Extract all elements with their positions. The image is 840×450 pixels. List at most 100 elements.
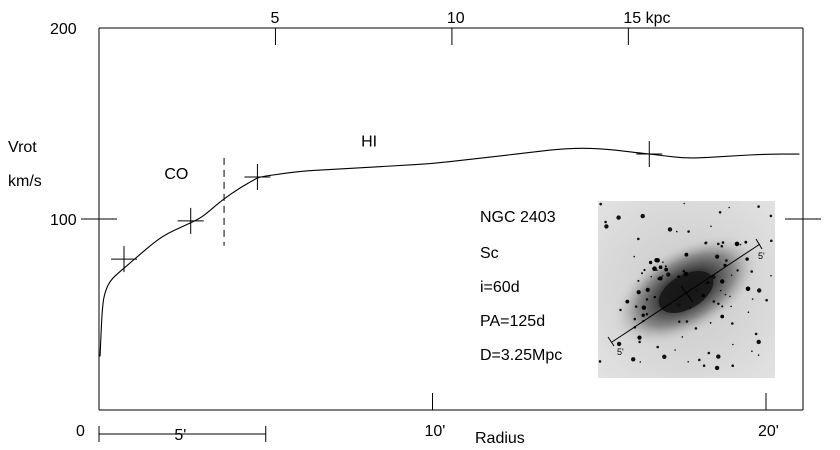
y-tick-label-0: 0 <box>76 423 85 440</box>
field-star <box>769 214 773 218</box>
bottom-tick-label-20: 20' <box>758 423 779 440</box>
bottom-tick-label-10: 10' <box>425 423 446 440</box>
field-star <box>754 332 758 336</box>
scale-bar-label: 5' <box>174 427 186 444</box>
galaxy-field-stars <box>598 202 773 371</box>
hii-region <box>734 241 740 247</box>
field-star <box>604 224 609 229</box>
galaxy-info: NGC 2403 Sc i=60d PA=125d D=3.25Mpc <box>480 209 562 364</box>
y-tick-label-200: 200 <box>50 21 77 38</box>
field-star <box>710 225 712 228</box>
field-star <box>729 295 731 298</box>
hii-region <box>684 252 689 257</box>
field-star <box>751 298 754 300</box>
annotation-hi: HI <box>361 133 377 150</box>
field-star <box>598 360 602 363</box>
hii-region <box>681 336 684 338</box>
field-star <box>724 293 727 296</box>
info-type: Sc <box>480 245 499 262</box>
field-star <box>656 269 658 272</box>
field-star <box>633 317 637 321</box>
field-star <box>756 339 761 345</box>
hii-region <box>643 268 646 272</box>
hii-region <box>678 320 681 323</box>
info-distance: D=3.25Mpc <box>480 347 562 364</box>
galaxy-center-cross <box>680 285 694 303</box>
field-star <box>728 206 730 209</box>
hii-region <box>745 257 749 261</box>
hii-region <box>720 314 725 319</box>
info-name: NGC 2403 <box>480 209 556 226</box>
hii-region <box>721 305 724 308</box>
hii-region <box>719 289 722 292</box>
x-label-radius: Radius <box>475 430 525 447</box>
hii-region <box>645 287 650 292</box>
field-star <box>757 354 760 356</box>
field-star <box>639 361 642 363</box>
field-star <box>687 361 689 363</box>
hii-region <box>709 322 712 324</box>
hii-region <box>707 281 710 284</box>
hii-region <box>652 266 657 272</box>
hii-region <box>664 267 669 272</box>
field-star <box>604 220 607 224</box>
field-star <box>683 202 685 205</box>
hii-region <box>636 290 641 295</box>
field-star <box>702 364 706 368</box>
y-tick-label-100: 100 <box>50 212 77 229</box>
hii-region <box>648 260 653 265</box>
hii-region <box>641 313 645 317</box>
hii-region <box>736 269 739 272</box>
galaxy-axis-label-left: 5' <box>617 347 624 357</box>
field-star <box>731 322 734 325</box>
hii-region <box>653 295 656 299</box>
field-star <box>770 274 772 277</box>
scale-bar: 5' <box>98 426 267 444</box>
hii-region <box>654 258 659 263</box>
field-star <box>731 364 734 368</box>
field-star <box>674 349 676 351</box>
bottom-arcmin-ticks: 10' 20' <box>425 393 779 440</box>
hii-region <box>682 270 685 273</box>
field-star <box>631 357 636 362</box>
data-markers <box>111 141 663 273</box>
field-star <box>717 242 720 246</box>
field-star <box>730 305 732 308</box>
field-star <box>750 270 753 273</box>
hii-region <box>683 271 689 277</box>
field-star <box>695 288 698 292</box>
field-star <box>718 211 722 214</box>
field-star <box>757 205 760 208</box>
field-star <box>707 351 711 355</box>
field-star <box>751 350 753 353</box>
hii-region <box>745 286 751 292</box>
field-star <box>666 272 671 277</box>
field-star <box>650 275 652 278</box>
field-star <box>698 358 701 362</box>
field-star <box>725 259 728 262</box>
hii-region <box>637 279 640 282</box>
field-star <box>685 320 689 323</box>
top-tick-label-10: 10 <box>447 10 465 27</box>
field-star <box>770 239 773 243</box>
y-label-unit: km/s <box>8 173 42 190</box>
field-star <box>645 298 649 301</box>
field-star <box>757 288 762 293</box>
field-star <box>714 365 720 371</box>
field-star <box>687 230 690 233</box>
hii-region <box>658 276 663 281</box>
field-star <box>616 341 622 347</box>
hii-region <box>658 265 663 270</box>
hii-region <box>641 272 643 275</box>
field-star <box>732 343 734 346</box>
galaxy-axis-cap-right <box>755 238 763 250</box>
field-star <box>704 241 708 245</box>
field-star <box>645 312 649 316</box>
hii-region <box>677 275 680 279</box>
field-star <box>676 302 681 308</box>
hii-region <box>664 265 667 268</box>
hii-region <box>717 302 720 305</box>
field-star <box>667 227 673 232</box>
hii-region <box>744 240 748 244</box>
